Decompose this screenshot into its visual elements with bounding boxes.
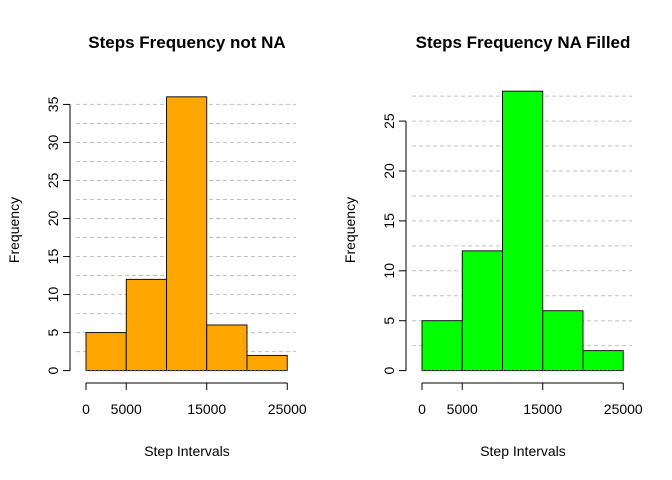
histogram-bar	[166, 96, 208, 372]
x-tick-label: 15000	[187, 401, 226, 417]
histogram-bar	[502, 90, 544, 372]
y-tick-label: 35	[45, 96, 61, 112]
y-axis: 0 5 10 15 20 25 30 35	[45, 96, 71, 374]
histogram-bar	[246, 354, 288, 372]
x-axis: 0 5000 15000 25000	[418, 382, 643, 417]
y-tick-label: 20	[45, 211, 61, 227]
y-tick-label: 30	[45, 134, 61, 150]
bars	[85, 96, 288, 372]
x-tick-label: 25000	[268, 401, 307, 417]
y-tick-label: 5	[45, 328, 61, 336]
chart-title: Steps Frequency NA Filled	[416, 33, 631, 52]
y-tick-label: 5	[381, 317, 397, 325]
y-axis: 0 5 10 15 20 25	[381, 113, 407, 374]
y-tick-label: 0	[381, 366, 397, 374]
y-tick-label: 0	[45, 366, 61, 374]
x-tick-label: 15000	[523, 401, 562, 417]
y-tick-label: 20	[381, 163, 397, 179]
histogram-bar	[421, 320, 463, 372]
chart-title: Steps Frequency not NA	[88, 33, 285, 52]
y-tick-label: 25	[381, 113, 397, 129]
histogram-bar	[85, 332, 127, 372]
x-axis-label: Step Intervals	[144, 443, 230, 459]
x-tick-label: 5000	[447, 401, 478, 417]
y-axis-label: Frequency	[342, 197, 358, 263]
histogram-bar	[206, 324, 248, 372]
x-tick-label: 25000	[604, 401, 643, 417]
histogram-bar	[461, 250, 503, 372]
histogram-bar	[542, 310, 584, 372]
x-tick-label: 5000	[111, 401, 142, 417]
histogram-bar	[582, 350, 624, 372]
y-tick-label: 25	[45, 172, 61, 188]
histogram-bar	[125, 278, 167, 372]
panel-steps-not-na: Steps Frequency not NA Step Intervals Fr…	[6, 33, 307, 459]
y-tick-label: 10	[45, 287, 61, 303]
bars	[421, 90, 624, 372]
y-tick-label: 15	[45, 249, 61, 265]
grid-lines	[76, 103, 296, 353]
x-tick-label: 0	[418, 401, 426, 417]
x-axis-label: Step Intervals	[480, 443, 566, 459]
panel-steps-na-filled: Steps Frequency NA Filled Step Intervals…	[342, 33, 643, 459]
x-axis: 0 5000 15000 25000	[82, 382, 307, 417]
y-axis-label: Frequency	[6, 197, 22, 263]
y-tick-label: 10	[381, 263, 397, 279]
x-tick-label: 0	[82, 401, 90, 417]
y-tick-label: 15	[381, 213, 397, 229]
